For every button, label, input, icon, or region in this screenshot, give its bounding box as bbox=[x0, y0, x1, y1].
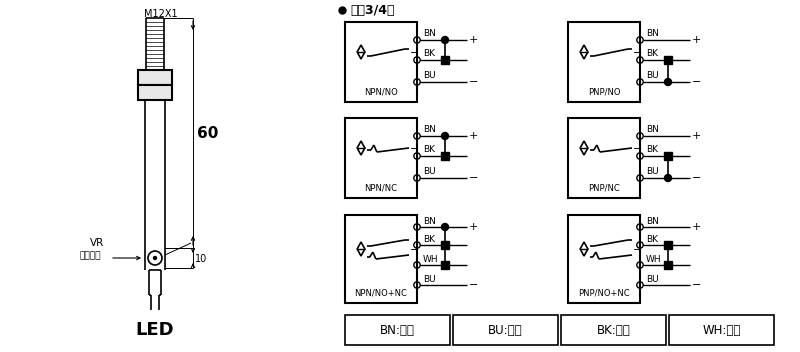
Bar bbox=[568, 118, 640, 198]
Circle shape bbox=[665, 262, 671, 269]
Text: BU: BU bbox=[423, 168, 436, 176]
Text: LED: LED bbox=[136, 321, 174, 339]
Text: +: + bbox=[469, 222, 478, 232]
Bar bbox=[441, 56, 449, 64]
Circle shape bbox=[442, 37, 449, 44]
Text: BN: BN bbox=[646, 216, 659, 226]
Text: −: − bbox=[469, 280, 478, 290]
Text: PNP/NC: PNP/NC bbox=[588, 183, 620, 193]
Bar bbox=[345, 315, 450, 345]
Bar bbox=[664, 152, 672, 160]
Text: PNP/NO+NC: PNP/NO+NC bbox=[578, 289, 630, 297]
Text: −: − bbox=[469, 77, 478, 87]
Circle shape bbox=[442, 224, 449, 231]
Text: 10: 10 bbox=[195, 254, 207, 264]
Bar bbox=[441, 152, 449, 160]
Bar bbox=[561, 315, 666, 345]
Circle shape bbox=[665, 175, 671, 182]
Text: BN: BN bbox=[423, 126, 436, 134]
Text: 距离调节: 距离调节 bbox=[80, 251, 102, 260]
Bar bbox=[138, 70, 172, 85]
Text: BN: BN bbox=[423, 216, 436, 226]
Circle shape bbox=[665, 78, 671, 86]
Text: BU: BU bbox=[423, 71, 436, 81]
Bar bbox=[664, 261, 672, 269]
Text: WH: WH bbox=[646, 254, 662, 264]
Bar bbox=[345, 118, 417, 198]
Text: −: − bbox=[469, 173, 478, 183]
Text: BU: BU bbox=[646, 168, 658, 176]
Text: BN: BN bbox=[646, 30, 659, 38]
Bar bbox=[568, 22, 640, 102]
Bar bbox=[138, 85, 172, 100]
Text: −: − bbox=[410, 144, 419, 154]
Bar bbox=[441, 241, 449, 249]
Text: −: − bbox=[692, 280, 702, 290]
Text: +: + bbox=[692, 35, 702, 45]
Text: −: − bbox=[692, 77, 702, 87]
Text: WH: WH bbox=[423, 254, 438, 264]
Text: 60: 60 bbox=[197, 126, 218, 140]
Text: −: − bbox=[410, 48, 419, 58]
Bar bbox=[441, 261, 449, 269]
Text: 直流3/4线: 直流3/4线 bbox=[350, 4, 394, 17]
Text: +: + bbox=[692, 222, 702, 232]
Bar bbox=[669, 315, 774, 345]
Text: BU: BU bbox=[646, 71, 658, 81]
Bar bbox=[345, 215, 417, 303]
Text: BK: BK bbox=[646, 234, 658, 244]
Text: BU: BU bbox=[423, 275, 436, 283]
Circle shape bbox=[154, 257, 157, 259]
Text: NPN/NO+NC: NPN/NO+NC bbox=[354, 289, 407, 297]
Text: BU:兰色: BU:兰色 bbox=[488, 323, 523, 337]
Text: +: + bbox=[469, 131, 478, 141]
Circle shape bbox=[442, 132, 449, 139]
Text: +: + bbox=[469, 35, 478, 45]
Text: BK: BK bbox=[646, 145, 658, 155]
Text: NPN/NC: NPN/NC bbox=[365, 183, 398, 193]
Text: −: − bbox=[692, 173, 702, 183]
Text: −: − bbox=[633, 48, 642, 58]
Text: BK:黑色: BK:黑色 bbox=[597, 323, 630, 337]
Text: BK: BK bbox=[646, 50, 658, 58]
Bar bbox=[568, 215, 640, 303]
Bar bbox=[345, 22, 417, 102]
Text: VR: VR bbox=[90, 238, 104, 248]
Text: BK: BK bbox=[423, 50, 435, 58]
Text: +: + bbox=[692, 131, 702, 141]
Bar bbox=[664, 241, 672, 249]
Text: BK: BK bbox=[423, 145, 435, 155]
Text: NPN/NO: NPN/NO bbox=[364, 88, 398, 96]
Bar bbox=[453, 315, 558, 345]
Text: WH:白色: WH:白色 bbox=[702, 323, 741, 337]
Text: −: − bbox=[633, 144, 642, 154]
Text: −: − bbox=[633, 245, 642, 255]
Text: BK: BK bbox=[423, 234, 435, 244]
Text: BN: BN bbox=[646, 126, 659, 134]
Text: BN:棕色: BN:棕色 bbox=[380, 323, 415, 337]
Text: −: − bbox=[410, 245, 419, 255]
Text: BN: BN bbox=[423, 30, 436, 38]
Text: BU: BU bbox=[646, 275, 658, 283]
Text: PNP/NO: PNP/NO bbox=[588, 88, 620, 96]
Bar bbox=[664, 56, 672, 64]
Text: M12X1: M12X1 bbox=[144, 9, 178, 19]
